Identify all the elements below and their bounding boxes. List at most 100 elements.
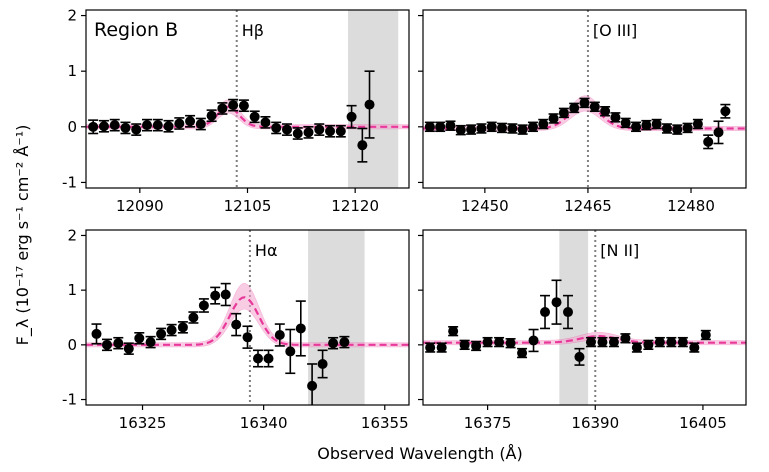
data-point [585,337,596,348]
data-point [620,117,631,128]
data-point [558,107,569,118]
data-point [314,124,325,135]
x-tick-label: 16325 [119,414,167,432]
shaded-region [559,230,589,405]
data-point [540,307,551,318]
x-axis-label: Observed Wavelength (Å) [317,444,523,463]
y-tick-label: 1 [67,62,77,80]
data-point [689,342,700,353]
data-point [435,121,446,132]
data-point [471,340,482,351]
x-tick-label: 16375 [464,414,512,432]
panel-bottom-left: 16325 16340 16355 -1 0 1 2 Hα [62,226,410,432]
data-point [217,103,228,114]
data-point [346,111,357,122]
data-point [120,122,131,133]
data-point [600,106,611,117]
data-point [252,353,263,364]
data-point [206,110,217,121]
panel-top-right: 12450 12465 12480 [O III] [418,9,747,215]
data-point [574,351,585,362]
x-tick-label: 12450 [461,197,509,215]
x-tick-label: 12105 [224,197,272,215]
data-point [700,330,711,340]
data-point [281,124,292,135]
data-point [466,124,477,135]
data-point [538,119,549,130]
data-point [666,337,677,348]
x-tick-label: 12480 [667,197,715,215]
data-point [271,122,282,133]
data-point [459,339,470,350]
data-point [482,337,493,348]
data-point [677,337,688,348]
data-point [569,102,580,113]
data-point [195,119,206,130]
line-label: [O III] [593,21,637,40]
data-point [134,333,145,344]
data-point [597,337,608,348]
axes-frame [422,9,747,189]
data-point [98,121,109,132]
data-point [641,120,652,131]
data-point [166,325,177,336]
line-label: Hβ [242,21,264,40]
data-point [682,122,693,133]
data-point [527,121,538,132]
x-tick-label: 16405 [679,414,727,432]
data-point [661,123,672,134]
data-point [185,116,196,127]
data-point [548,113,559,124]
data-point [424,121,435,132]
data-point [231,319,242,330]
y-axis-label: F_λ (10⁻¹⁷ erg s⁻¹ cm⁻² Å⁻¹) [13,125,33,346]
data-point [610,112,621,123]
data-point [494,337,505,348]
line-label: Hα [255,241,278,260]
data-point [364,99,375,110]
data-point [517,124,528,135]
x-tick-label: 12465 [564,197,612,215]
x-tick-label: 16340 [240,414,288,432]
data-point [425,342,436,353]
data-point [579,97,590,108]
data-point [260,117,271,128]
shaded-region [308,230,365,405]
data-point [113,338,124,349]
model-uncertainty-band [86,282,409,348]
data-point [357,140,368,151]
data-point [131,124,142,135]
data-point [123,343,134,354]
data-point [486,121,497,132]
axes-frame [85,229,410,406]
data-point [292,128,303,139]
line-label: [N II] [600,241,639,260]
data-point [145,337,156,348]
panel-bottom-right: 16375 16390 16405 [N II] [418,229,747,432]
data-point [654,337,665,348]
data-point [91,328,102,339]
shaded-region [347,10,399,188]
data-point [692,119,703,130]
y-tick-label: -1 [62,173,77,191]
data-point [210,290,221,301]
data-point [651,119,662,130]
data-point [339,337,350,348]
data-point [174,118,185,129]
panel-title: Region B [94,19,178,41]
y-tick-label: 2 [67,7,77,25]
data-point [608,337,619,348]
data-point [242,332,253,343]
data-point [325,126,336,137]
data-point [436,342,447,353]
x-tick-label: 12090 [116,197,164,215]
data-point [274,330,285,340]
data-point [188,312,199,323]
data-point [198,300,209,311]
data-point [643,339,654,350]
data-point [562,307,573,318]
data-point [238,100,249,111]
data-point [317,358,328,369]
data-point [295,323,306,334]
data-point [307,380,318,391]
